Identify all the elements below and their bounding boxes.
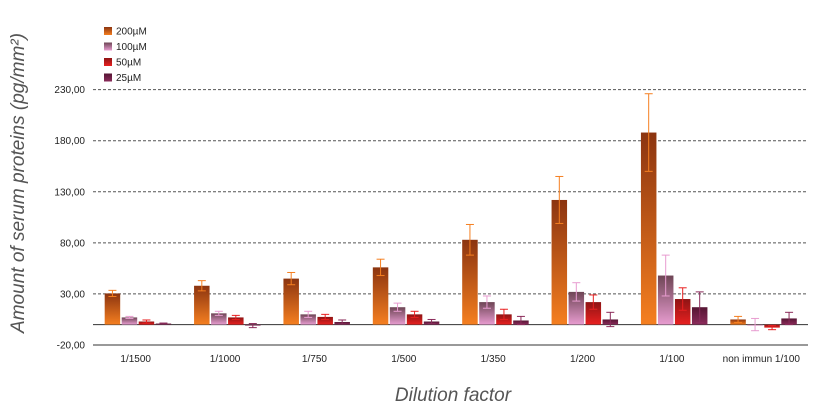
y-tick-label: 230,00 <box>54 85 85 96</box>
legend-swatch <box>104 27 112 35</box>
bar <box>104 293 121 325</box>
x-tick-label: 1/500 <box>391 354 416 365</box>
x-tick-label: 1/1000 <box>210 354 241 365</box>
bar <box>406 314 423 325</box>
bar <box>283 278 299 325</box>
legend-label: 200µM <box>116 27 147 38</box>
bar <box>300 314 316 325</box>
bar <box>551 199 568 325</box>
y-tick-label: 30,00 <box>60 289 85 300</box>
bar <box>211 313 227 325</box>
bar <box>657 275 674 325</box>
bar <box>121 317 138 325</box>
legend: 200µM 100µM 50µM 25µM <box>104 27 147 84</box>
bar <box>317 316 333 325</box>
x-axis-ticks: 1/1500 1/1000 1/750 1/500 1/350 1/200 1/100 non… <box>120 354 800 365</box>
bars <box>104 93 797 332</box>
y-axis-title: Amount of serum proteins (pg/mm²) <box>8 33 29 334</box>
bar <box>568 291 585 325</box>
y-tick-label: 80,00 <box>60 238 85 249</box>
x-tick-label: 1/100 <box>659 354 684 365</box>
x-tick-label: 1/350 <box>481 354 506 365</box>
legend-swatch <box>104 42 112 51</box>
x-tick-label: 1/750 <box>302 354 327 365</box>
legend-swatch <box>104 58 112 66</box>
bar <box>585 302 602 325</box>
bar <box>479 302 495 325</box>
grid-lines <box>93 89 808 346</box>
bar <box>194 285 210 325</box>
bar <box>462 239 478 325</box>
y-tick-label: 130,00 <box>54 187 85 198</box>
legend-swatch <box>104 73 112 82</box>
y-tick-label: 180,00 <box>54 136 85 147</box>
x-axis-title: Dilution factor <box>395 385 512 406</box>
legend-label: 50µM <box>116 58 141 69</box>
bar <box>674 299 691 325</box>
bar <box>372 267 389 325</box>
x-tick-label: non immun 1/100 <box>723 354 801 365</box>
y-tick-label: -20,00 <box>57 341 86 352</box>
legend-label: 25µM <box>116 73 141 84</box>
bar <box>640 132 657 325</box>
y-axis-ticks: -20,00 30,00 80,00 130,00 180,00 230,00 <box>54 85 85 351</box>
x-tick-label: 1/1500 <box>120 354 151 365</box>
bar <box>228 317 244 325</box>
x-tick-label: 1/200 <box>570 354 595 365</box>
legend-label: 100µM <box>116 42 147 53</box>
